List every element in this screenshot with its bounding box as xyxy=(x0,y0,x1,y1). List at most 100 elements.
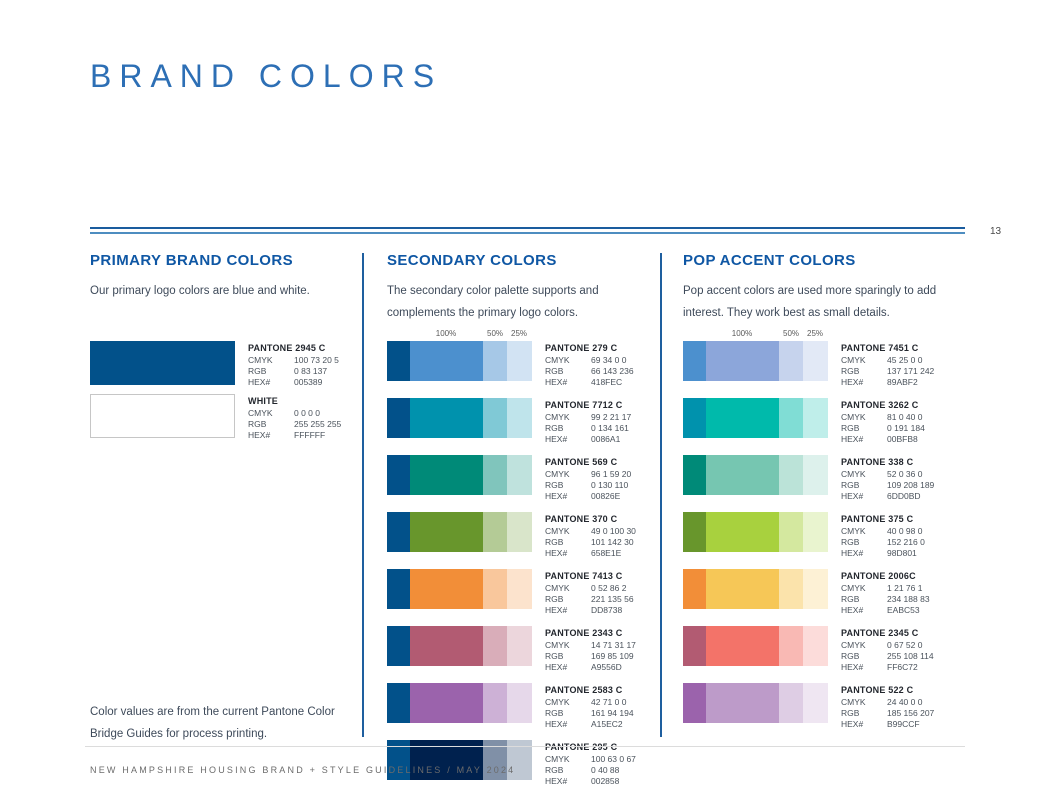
rgb-value-line: RGB 185 156 207 xyxy=(841,708,934,719)
cmyk-label: CMYK xyxy=(841,583,866,593)
tint-label-25: 25% xyxy=(806,329,824,338)
cmyk-value: 81 0 40 0 xyxy=(887,412,923,422)
hex-value: 6DD0BD xyxy=(887,491,921,501)
swatch-base-segment xyxy=(387,398,410,438)
tint-label-25: 25% xyxy=(510,329,528,338)
color-strip xyxy=(683,398,828,438)
hex-label: HEX# xyxy=(545,605,568,615)
hex-value: 418FEC xyxy=(591,377,623,387)
cmyk-label: CMYK xyxy=(248,355,273,365)
hex-value: 89ABF2 xyxy=(887,377,918,387)
color-strip xyxy=(387,512,532,552)
swatch-25-segment xyxy=(507,683,532,723)
color-entry: PANTONE 2583 C CMYK 42 71 0 0 RGB 161 94 194… xyxy=(387,683,647,730)
secondary-colors-heading: SECONDARY COLORS xyxy=(387,252,557,269)
color-entry: PANTONE 2345 C CMYK 0 67 52 0 RGB 255 108 11… xyxy=(683,626,968,673)
rgb-value-line: RGB 169 85 109 xyxy=(545,651,636,662)
rgb-label: RGB xyxy=(545,651,564,661)
swatch-100-segment xyxy=(410,512,483,552)
color-entry: WHITE CMYK 0 0 0 0 RGB 255 255 255 HEX# FFFFFF xyxy=(90,394,362,441)
cmyk-value: 100 63 0 67 xyxy=(591,754,636,764)
rgb-value-line: RGB 152 216 0 xyxy=(841,537,925,548)
tint-label-50: 50% xyxy=(486,329,504,338)
swatch-50-segment xyxy=(779,626,803,666)
hex-value: FFFFFF xyxy=(294,430,326,440)
rgb-value-line: RGB 0 83 137 xyxy=(248,366,339,377)
hex-value: 00826E xyxy=(591,491,621,501)
cmyk-label: CMYK xyxy=(841,640,866,650)
cmyk-value-line: CMYK 100 73 20 5 xyxy=(248,355,339,366)
swatch-25-segment xyxy=(507,512,532,552)
hex-value-line: HEX# EABC53 xyxy=(841,605,930,616)
rgb-value: 109 208 189 xyxy=(887,480,935,490)
rule-line-light xyxy=(90,232,965,234)
pantone-name: PANTONE 2583 C xyxy=(545,685,623,695)
rgb-value-line: RGB 66 143 236 xyxy=(545,366,634,377)
rgb-label: RGB xyxy=(841,423,860,433)
rgb-value-line: RGB 255 108 114 xyxy=(841,651,934,662)
cmyk-value-line: CMYK 99 2 21 17 xyxy=(545,412,631,423)
cmyk-label: CMYK xyxy=(841,469,866,479)
swatch-base-segment xyxy=(683,341,706,381)
hex-value: 0086A1 xyxy=(591,434,621,444)
hex-value-line: HEX# FF6C72 xyxy=(841,662,934,673)
secondary-swatch-list: PANTONE 279 C CMYK 69 34 0 0 RGB 66 143 236 H… xyxy=(387,341,647,787)
rgb-value: 185 156 207 xyxy=(887,708,935,718)
pantone-info: PANTONE 2583 C CMYK 42 71 0 0 RGB 161 94 194… xyxy=(545,684,634,730)
cmyk-value-line: CMYK 69 34 0 0 xyxy=(545,355,634,366)
cmyk-value-line: CMYK 49 0 100 30 xyxy=(545,526,636,537)
hex-value: 00BFB8 xyxy=(887,434,918,444)
page-number: 13 xyxy=(990,226,1002,237)
color-entry: PANTONE 7451 C CMYK 45 25 0 0 RGB 137 171 24… xyxy=(683,341,968,388)
swatch-50-segment xyxy=(779,398,803,438)
tint-percentage-labels: 100% 50% 25% xyxy=(683,329,968,341)
rgb-value-line: RGB 221 135 56 xyxy=(545,594,634,605)
color-strip xyxy=(683,512,828,552)
hex-label: HEX# xyxy=(841,719,864,729)
cmyk-label: CMYK xyxy=(545,412,570,422)
cmyk-label: CMYK xyxy=(545,355,570,365)
swatch-base-segment xyxy=(387,455,410,495)
cmyk-value: 0 0 0 0 xyxy=(294,408,320,418)
hex-value-line: HEX# FFFFFF xyxy=(248,430,341,441)
hex-value-line: HEX# 00826E xyxy=(545,491,631,502)
pantone-name: PANTONE 7413 C xyxy=(545,571,623,581)
color-entry: PANTONE 295 C CMYK 100 63 0 67 RGB 0 40 88 HE… xyxy=(387,740,647,787)
hex-label: HEX# xyxy=(841,662,864,672)
cmyk-value: 24 40 0 0 xyxy=(887,697,923,707)
rgb-value: 0 40 88 xyxy=(591,765,620,775)
hex-value-line: HEX# 98D801 xyxy=(841,548,925,559)
color-strip xyxy=(683,341,828,381)
swatch-50-segment xyxy=(483,569,507,609)
rgb-label: RGB xyxy=(545,765,564,775)
cmyk-value: 69 34 0 0 xyxy=(591,355,627,365)
cmyk-value: 100 73 20 5 xyxy=(294,355,339,365)
cmyk-value: 1 21 76 1 xyxy=(887,583,923,593)
cmyk-value-line: CMYK 40 0 98 0 xyxy=(841,526,925,537)
pantone-name: PANTONE 2345 C xyxy=(841,628,919,638)
color-entry: PANTONE 3262 C CMYK 81 0 40 0 RGB 0 191 184 H… xyxy=(683,398,968,445)
hex-value: A15EC2 xyxy=(591,719,623,729)
pantone-name: PANTONE 2006C xyxy=(841,571,916,581)
rgb-value: 221 135 56 xyxy=(591,594,634,604)
color-strip xyxy=(683,569,828,609)
swatch-100-segment xyxy=(706,512,779,552)
rgb-value: 169 85 109 xyxy=(591,651,634,661)
pantone-info: PANTONE 295 C CMYK 100 63 0 67 RGB 0 40 88 HE… xyxy=(545,741,636,787)
pop-accent-colors-description: Pop accent colors are used more sparingl… xyxy=(683,285,937,319)
swatch-base-segment xyxy=(387,626,410,666)
cmyk-value-line: CMYK 81 0 40 0 xyxy=(841,412,925,423)
swatch-100-segment xyxy=(410,455,483,495)
cmyk-value-line: CMYK 0 67 52 0 xyxy=(841,640,934,651)
color-entry: PANTONE 7413 C CMYK 0 52 86 2 RGB 221 135 56… xyxy=(387,569,647,616)
rgb-value: 255 255 255 xyxy=(294,419,342,429)
tint-label-100: 100% xyxy=(731,329,753,338)
cmyk-value: 0 67 52 0 xyxy=(887,640,923,650)
cmyk-value-line: CMYK 1 21 76 1 xyxy=(841,583,930,594)
swatch-50-segment xyxy=(483,341,507,381)
cmyk-value-line: CMYK 100 63 0 67 xyxy=(545,754,636,765)
pantone-name: PANTONE 522 C xyxy=(841,685,914,695)
cmyk-label: CMYK xyxy=(545,469,570,479)
pantone-info: PANTONE 2345 C CMYK 0 67 52 0 RGB 255 108 11… xyxy=(841,627,934,673)
swatch-25-segment xyxy=(803,569,828,609)
